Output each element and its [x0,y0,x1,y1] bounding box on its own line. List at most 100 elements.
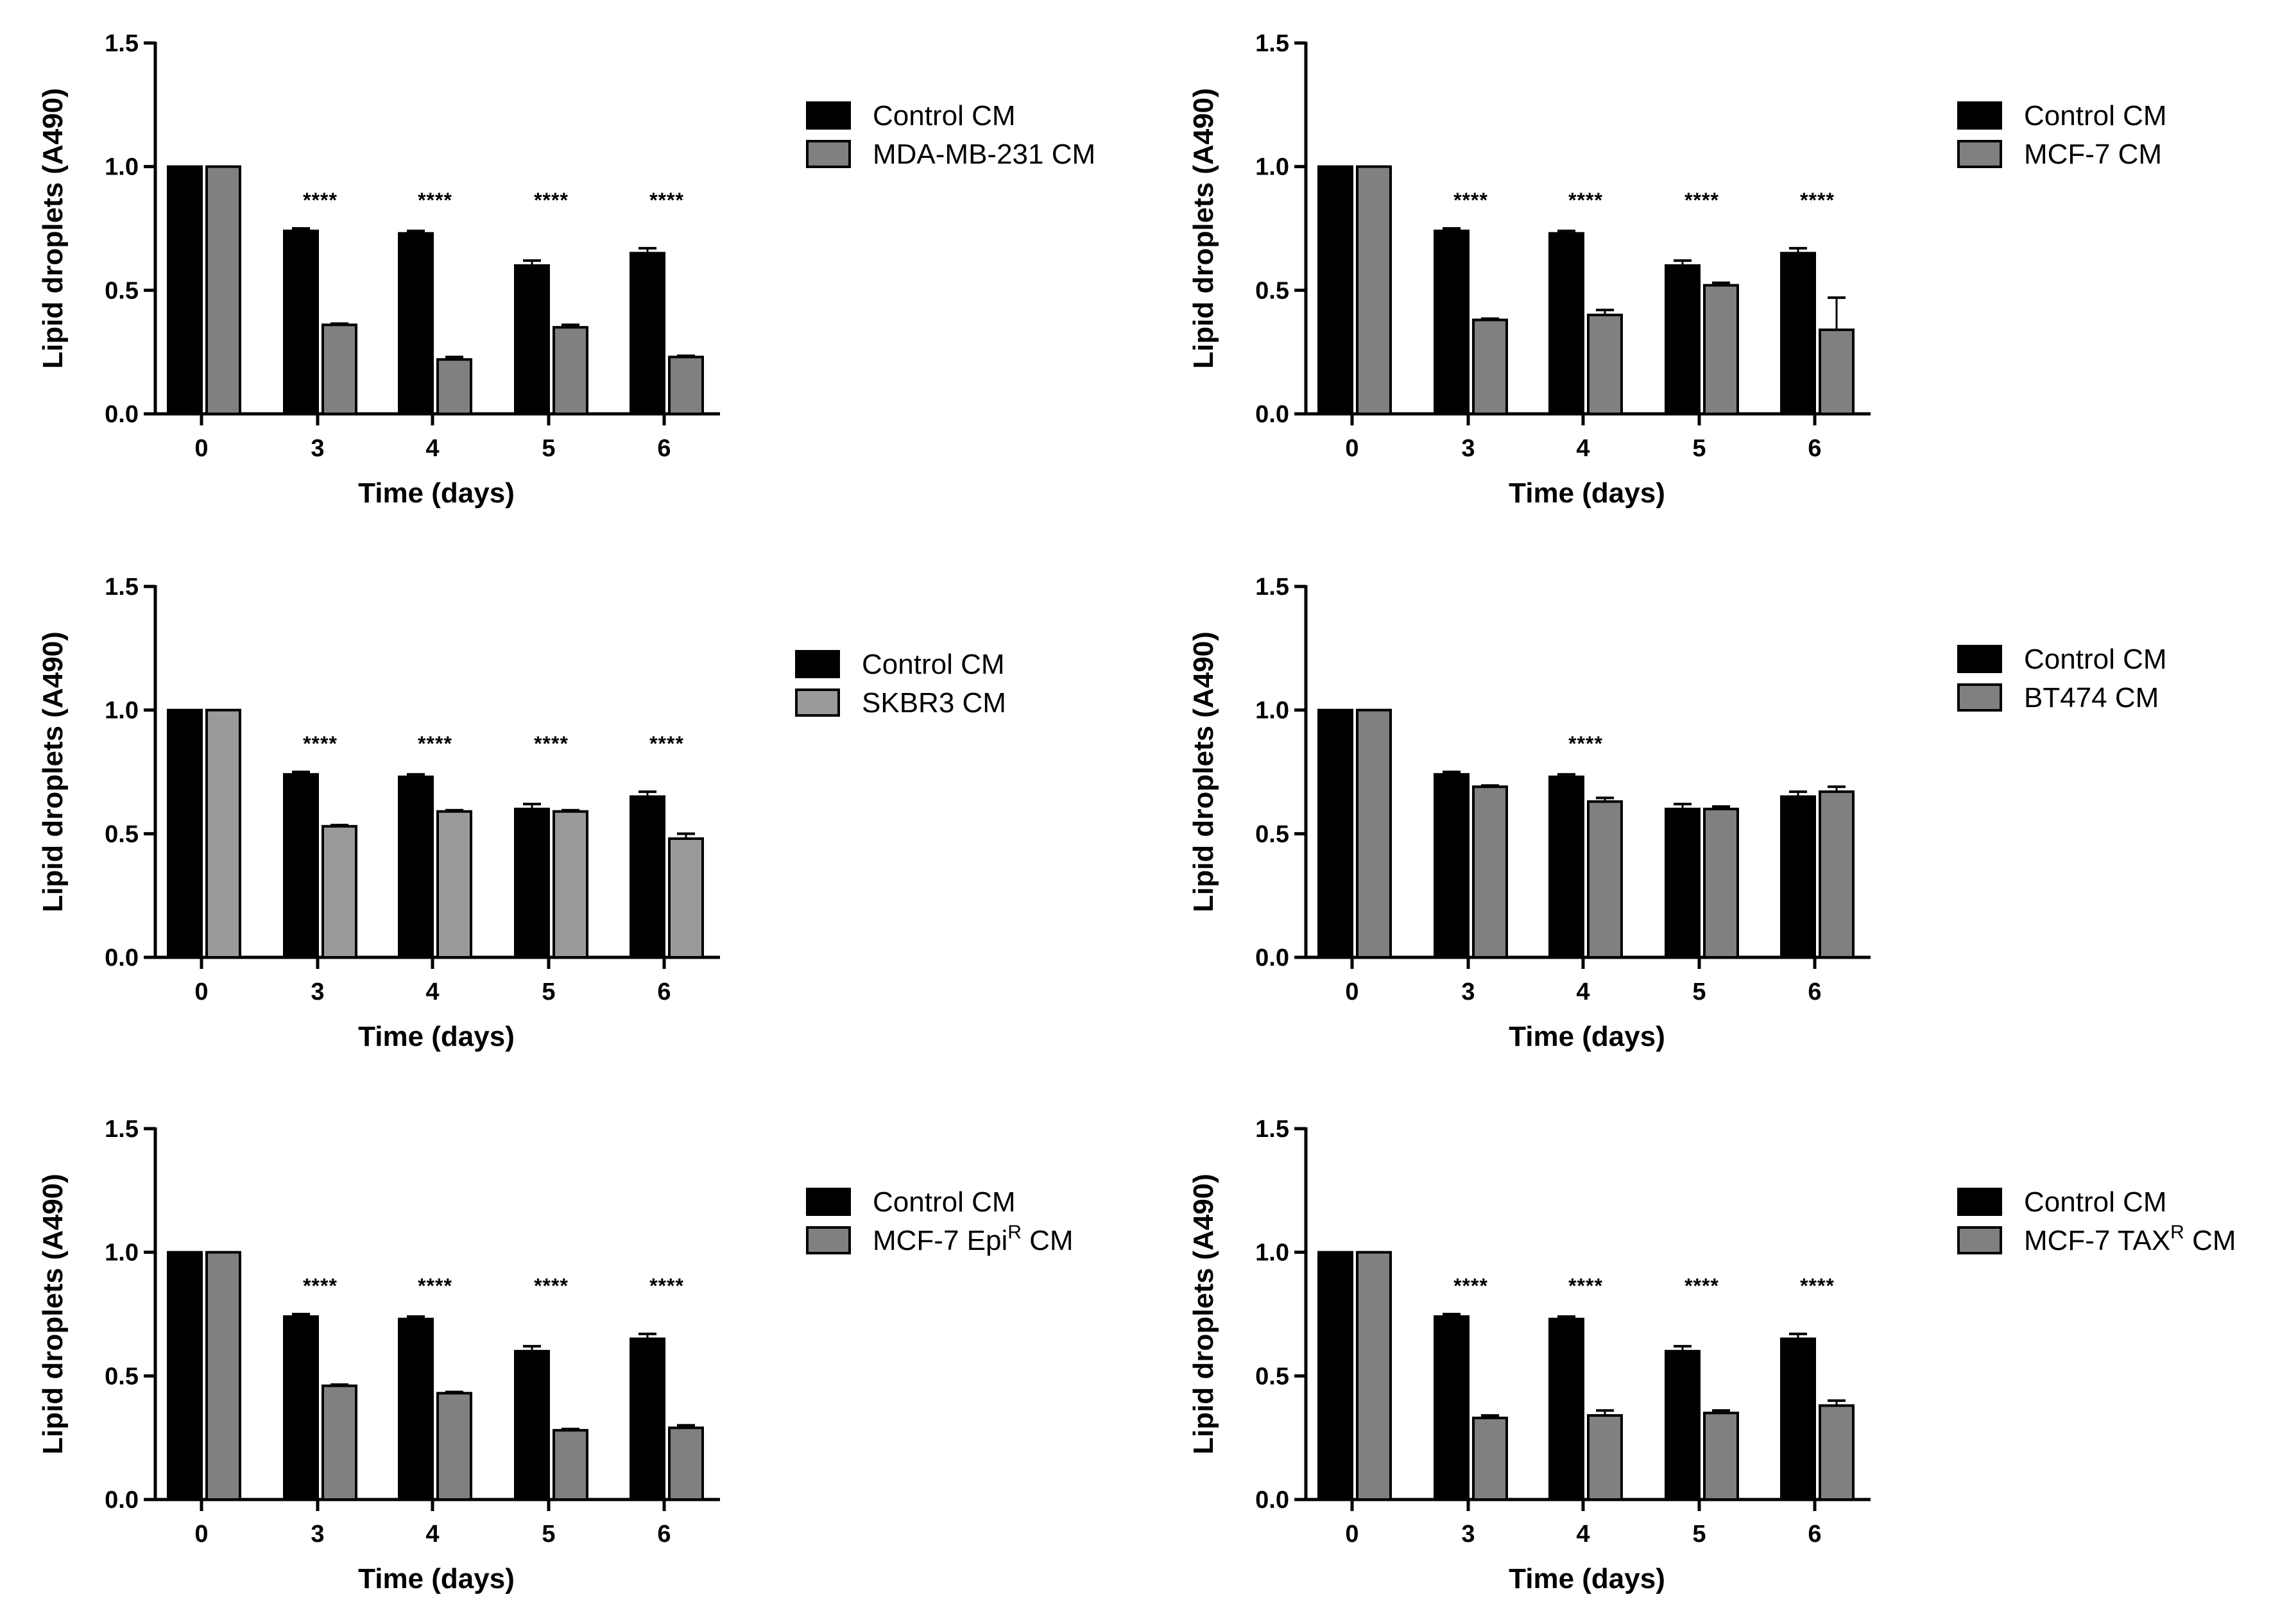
legend: Control CM MCF-7 CM [1957,100,2167,170]
y-axis-label: Lipid droplets (A490) [1188,1174,1219,1455]
legend-swatch [806,140,851,168]
x-tick-label: 3 [311,979,324,1005]
y-tick-label: 1.5 [1255,1116,1289,1143]
significance-marker: **** [534,1274,569,1297]
bar-treatment-day-4 [1587,313,1623,415]
x-axis-label: Time (days) [1509,477,1665,509]
bar-control-day-4 [1548,232,1584,415]
x-tick-label: 0 [1345,1521,1358,1548]
significance-marker: **** [303,732,338,755]
bar-treatment-day-6 [1819,790,1855,959]
legend: Control CM MDA-MB-231 CM [806,100,1095,170]
y-axis-label: Lipid droplets (A490) [37,631,69,912]
x-tick-label: 3 [311,1521,324,1548]
bar-control-day-5 [1665,807,1701,959]
bar-treatment-day-0 [205,1251,241,1501]
significance-marker: **** [1453,1274,1488,1297]
legend-swatch [795,650,840,678]
bar-control-day-6 [630,252,665,415]
x-axis-label: Time (days) [1509,1563,1665,1594]
bar-control-day-3 [1434,229,1470,415]
legend-swatch [1957,1188,2002,1216]
significance-marker: **** [418,732,452,755]
y-tick-label: 1.0 [1255,154,1289,181]
legend-swatch [1957,140,2002,168]
chart-panel-3: 0.0 0.5 1.0 1.5 0 3 4 5 6 Time (days) Lipid drople… [37,574,1006,1052]
y-axis-label: Lipid droplets (A490) [1188,88,1219,369]
chart-panel-5: 0.0 0.5 1.0 1.5 0 3 4 5 6 Time (days) Lipid drople… [37,1116,1074,1594]
x-tick-label: 0 [194,435,208,462]
legend-label: Control CM [2024,100,2167,132]
x-tick-label: 5 [542,435,555,462]
significance-marker: **** [1800,1274,1835,1297]
bar-treatment-day-6 [1819,328,1855,416]
y-tick-label: 1.5 [1255,30,1289,57]
significance-marker: **** [1568,1274,1603,1297]
bar-control-day-4 [1548,1317,1584,1501]
significance-marker: **** [1568,732,1603,755]
y-axis-label: Lipid droplets (A490) [37,88,69,369]
y-axis-label: Lipid droplets (A490) [1188,631,1219,912]
bar-control-day-0 [167,1251,203,1501]
bar-control-day-3 [283,1315,319,1501]
legend-label: MDA-MB-231 CM [873,139,1095,170]
legend: Control CM MCF-7 TAXR CM [1957,1186,2236,1256]
legend: Control CM SKBR3 CM [795,649,1006,719]
significance-marker: **** [1453,189,1488,212]
bar-treatment-day-4 [1587,800,1623,959]
x-tick-label: 5 [542,1521,555,1548]
x-tick-label: 0 [194,979,208,1005]
chart-panel-1: 0.0 0.5 1.0 1.5 0 3 4 5 6 Time (days) Lipid drople… [37,30,1095,509]
y-tick-label: 0.0 [105,401,139,428]
x-axis-label: Time (days) [358,1021,515,1052]
legend-label: SKBR3 CM [862,687,1006,719]
bar-control-day-5 [514,264,550,415]
x-tick-label: 0 [1345,435,1358,462]
bar-treatment-day-5 [1703,284,1739,416]
bar-treatment-day-0 [205,708,241,959]
bar-control-day-3 [1434,1315,1470,1501]
legend-swatch [806,101,851,130]
legend-swatch [1957,1226,2002,1254]
legend-label: MCF-7 CM [2024,139,2162,170]
bar-treatment-day-0 [1356,1251,1392,1501]
bar-control-day-6 [1780,252,1816,415]
chart-panel-4: 0.0 0.5 1.0 1.5 0 3 4 5 6 Time (days) Lipid drople… [1188,574,2167,1052]
x-tick-label: 3 [311,435,324,462]
significance-marker: **** [649,189,684,212]
bar-control-day-6 [630,795,665,959]
x-tick-label: 4 [425,1521,439,1548]
bar-treatment-day-4 [1587,1414,1623,1501]
x-axis-label: Time (days) [1509,1021,1665,1052]
x-tick-label: 3 [1461,979,1475,1005]
legend-label: Control CM [862,649,1005,680]
significance-marker: **** [534,732,569,755]
legend: Control CM BT474 CM [1957,644,2167,714]
significance-marker: **** [303,189,338,212]
x-tick-label: 6 [1808,1521,1821,1548]
bar-treatment-day-3 [1472,318,1508,415]
bar-control-day-5 [1665,1349,1701,1501]
y-tick-label: 1.0 [105,697,139,724]
bar-treatment-day-6 [668,837,704,959]
x-axis-label: Time (days) [358,1563,515,1594]
x-tick-label: 6 [657,435,671,462]
bar-treatment-day-0 [1356,165,1392,415]
y-tick-label: 1.0 [1255,1240,1289,1267]
y-tick-label: 0.0 [105,1487,139,1514]
legend-label: MCF-7 TAXR CM [2024,1222,2236,1256]
bar-control-day-6 [1780,1337,1816,1501]
significance-marker: **** [649,732,684,755]
legend-swatch [795,688,840,717]
bar-control-day-3 [283,773,319,959]
bar-treatment-day-6 [1819,1404,1855,1501]
bar-treatment-day-5 [553,810,588,959]
bar-treatment-day-3 [1472,1416,1508,1501]
x-axis-label: Time (days) [358,477,515,509]
legend-swatch [1957,101,2002,130]
y-tick-label: 1.5 [105,1116,139,1143]
significance-marker: **** [418,189,452,212]
bar-control-day-5 [514,1349,550,1501]
y-tick-label: 1.0 [105,154,139,181]
